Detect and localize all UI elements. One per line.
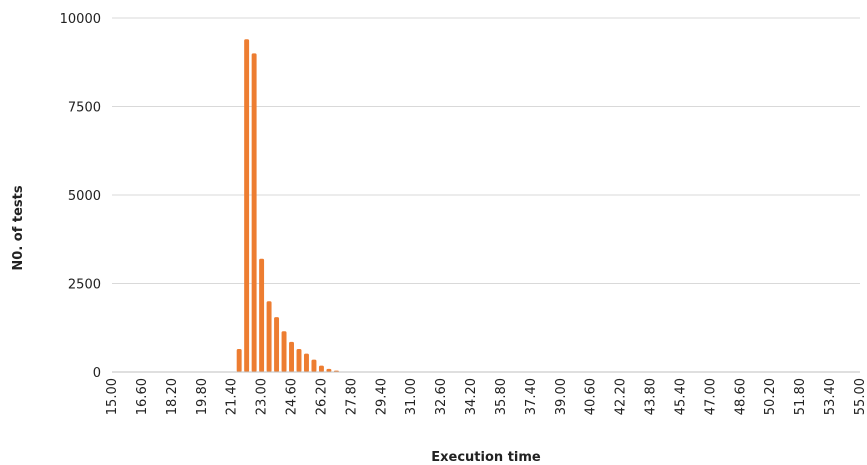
y-tick-labels: 0 2500 5000 7500 10000: [60, 12, 101, 381]
bar: [259, 259, 264, 372]
bar: [282, 331, 287, 372]
x-tick-label: 35.80: [494, 378, 509, 415]
x-tick-label: 23.00: [255, 378, 270, 415]
x-tick-label: 43.80: [644, 378, 659, 415]
x-tick-label: 40.60: [584, 378, 599, 415]
bar: [244, 39, 249, 372]
x-tick-label: 39.00: [554, 378, 569, 415]
x-tick-label: 21.40: [225, 378, 240, 415]
x-tick-label: 45.40: [673, 378, 688, 415]
bar: [304, 354, 309, 372]
x-tick-label: 31.00: [404, 378, 419, 415]
x-tick-label: 29.40: [374, 378, 389, 415]
x-tick-label: 16.60: [135, 378, 150, 415]
grid-lines: [112, 18, 860, 284]
y-tick-label: 5000: [68, 189, 101, 204]
bar: [319, 366, 324, 372]
x-tick-label: 24.60: [285, 378, 300, 415]
x-tick-label: 51.80: [793, 378, 808, 415]
x-axis-title: Execution time: [431, 450, 541, 465]
bar: [237, 349, 242, 372]
y-tick-label: 7500: [68, 101, 101, 116]
x-tick-label: 42.20: [614, 378, 629, 415]
y-tick-label: 10000: [60, 12, 101, 27]
x-tick-label: 27.80: [344, 378, 359, 415]
x-tick-label: 15.00: [105, 378, 120, 415]
bar: [311, 360, 316, 372]
x-tick-label: 34.20: [464, 378, 479, 415]
x-tick-label: 48.60: [733, 378, 748, 415]
bar: [289, 342, 294, 372]
y-tick-label: 0: [93, 366, 101, 381]
x-tick-label: 47.00: [703, 378, 718, 415]
bar: [252, 53, 257, 372]
x-tick-label: 19.80: [195, 378, 210, 415]
bar: [274, 317, 279, 372]
x-tick-label: 55.00: [853, 378, 867, 415]
y-axis-title: N0. of tests: [11, 185, 26, 270]
x-tick-label: 37.40: [524, 378, 539, 415]
bar: [267, 301, 272, 372]
x-tick-label: 53.40: [823, 378, 838, 415]
x-tick-label: 26.20: [314, 378, 329, 415]
bar: [297, 349, 302, 372]
x-tick-label: 50.20: [763, 378, 778, 415]
x-tick-label: 32.60: [434, 378, 449, 415]
bars: [237, 39, 347, 372]
x-tick-labels: 15.00 16.60 18.20 19.80 21.40 23.00 24.60 26.20…: [105, 378, 867, 415]
x-tick-label: 18.20: [165, 378, 180, 415]
y-tick-label: 2500: [68, 278, 101, 293]
